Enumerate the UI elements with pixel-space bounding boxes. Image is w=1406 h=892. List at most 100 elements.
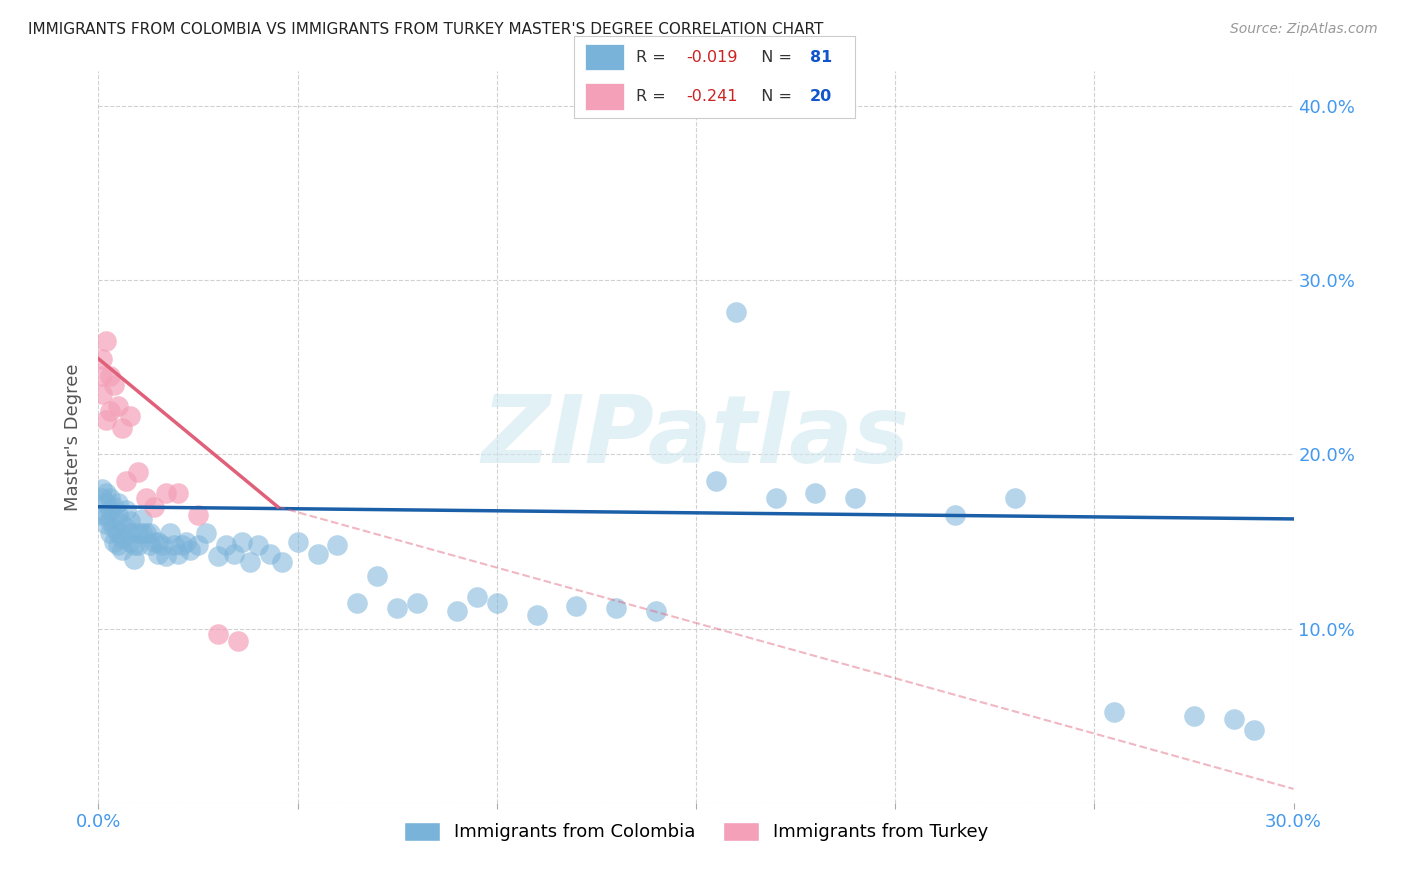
Point: [231, 534, 253, 549]
Point: [91, 369, 114, 384]
Point: [326, 538, 349, 552]
Point: [187, 538, 209, 552]
Point: [91, 351, 114, 366]
Point: [207, 549, 229, 563]
Point: [366, 569, 388, 583]
Point: [174, 534, 197, 549]
Text: R =: R =: [636, 50, 671, 64]
Point: [465, 591, 488, 605]
Point: [115, 521, 138, 535]
Point: [124, 552, 146, 566]
Point: [143, 534, 166, 549]
Point: [1182, 708, 1205, 723]
Point: [91, 386, 114, 401]
Point: [111, 517, 134, 532]
Point: [96, 485, 118, 500]
Point: [127, 465, 149, 479]
Point: [270, 556, 292, 570]
Point: [215, 538, 238, 552]
Point: [96, 508, 118, 523]
Point: [111, 531, 134, 545]
Point: [131, 512, 153, 526]
Point: [167, 547, 190, 561]
Legend: Immigrants from Colombia, Immigrants from Turkey: Immigrants from Colombia, Immigrants fro…: [396, 814, 995, 848]
Point: [120, 534, 142, 549]
Point: [287, 534, 309, 549]
Point: [765, 491, 787, 505]
Point: [139, 525, 162, 540]
Point: [96, 412, 118, 426]
Point: [107, 538, 129, 552]
Point: [163, 538, 186, 552]
Point: [179, 543, 201, 558]
Point: [804, 485, 827, 500]
Text: 81: 81: [810, 50, 832, 64]
Point: [115, 503, 138, 517]
Point: [943, 508, 966, 523]
Point: [120, 514, 142, 528]
Point: [307, 547, 329, 561]
Point: [226, 633, 249, 648]
Point: [148, 547, 170, 561]
Point: [103, 534, 125, 549]
Point: [246, 538, 269, 552]
Point: [120, 525, 142, 540]
Point: [150, 538, 173, 552]
Point: [704, 474, 727, 488]
Point: [120, 409, 142, 424]
Point: [91, 491, 114, 505]
Point: [167, 485, 190, 500]
Point: [107, 496, 129, 510]
Point: [98, 503, 122, 517]
Point: [91, 483, 114, 497]
Point: [446, 604, 468, 618]
Text: -0.019: -0.019: [686, 50, 738, 64]
Point: [148, 534, 170, 549]
Point: [111, 543, 134, 558]
Point: [115, 474, 138, 488]
Text: N =: N =: [751, 50, 797, 64]
Point: [103, 377, 125, 392]
Point: [135, 525, 157, 540]
Text: N =: N =: [751, 89, 797, 103]
Point: [107, 525, 129, 540]
Point: [207, 627, 229, 641]
Point: [103, 500, 125, 514]
Point: [1104, 705, 1126, 719]
Point: [565, 599, 588, 613]
Text: -0.241: -0.241: [686, 89, 738, 103]
Text: 20: 20: [810, 89, 832, 103]
FancyBboxPatch shape: [585, 83, 624, 110]
Point: [107, 399, 129, 413]
Text: ZIPatlas: ZIPatlas: [482, 391, 910, 483]
Point: [127, 538, 149, 552]
Point: [1223, 712, 1246, 726]
Point: [98, 491, 122, 505]
Point: [107, 508, 129, 523]
Point: [131, 525, 153, 540]
Y-axis label: Master's Degree: Master's Degree: [65, 363, 83, 511]
Point: [1243, 723, 1265, 737]
Point: [111, 421, 134, 435]
Point: [96, 517, 118, 532]
Point: [124, 538, 146, 552]
Point: [155, 485, 177, 500]
Point: [485, 595, 508, 609]
Point: [98, 369, 122, 384]
Point: [605, 600, 627, 615]
Point: [143, 500, 166, 514]
FancyBboxPatch shape: [585, 44, 624, 70]
Point: [526, 607, 548, 622]
Text: IMMIGRANTS FROM COLOMBIA VS IMMIGRANTS FROM TURKEY MASTER'S DEGREE CORRELATION C: IMMIGRANTS FROM COLOMBIA VS IMMIGRANTS F…: [28, 22, 824, 37]
Point: [239, 556, 262, 570]
Point: [135, 491, 157, 505]
Point: [844, 491, 866, 505]
Point: [187, 508, 209, 523]
Point: [159, 525, 181, 540]
Point: [103, 521, 125, 535]
Text: Source: ZipAtlas.com: Source: ZipAtlas.com: [1230, 22, 1378, 37]
Point: [98, 514, 122, 528]
Point: [1004, 491, 1026, 505]
Point: [139, 538, 162, 552]
Point: [406, 595, 429, 609]
